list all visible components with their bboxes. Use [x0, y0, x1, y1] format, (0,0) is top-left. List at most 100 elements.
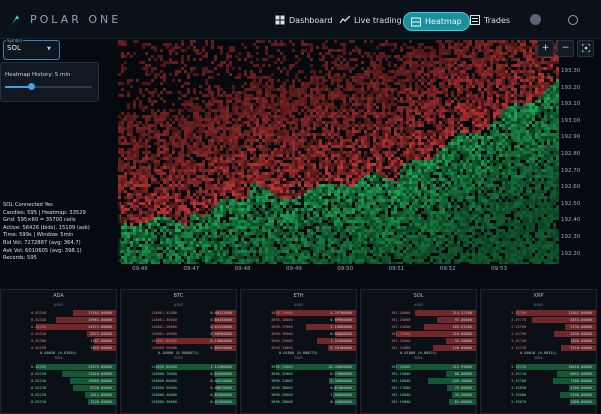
ask-cell [397, 166, 400, 169]
ask-cell [172, 151, 175, 154]
ask-cell [328, 49, 331, 52]
bid-cell [142, 253, 145, 256]
bid-cell [253, 190, 256, 193]
bid-cell [241, 199, 244, 202]
ask-cell [385, 166, 388, 169]
bid-cell [343, 220, 346, 223]
ask-cell [229, 154, 232, 157]
ask-cell [244, 73, 247, 76]
ask-cell [118, 169, 121, 172]
ask-cell [376, 160, 379, 163]
nav-trades[interactable]: Trades [470, 12, 510, 28]
bid-cell [337, 211, 340, 214]
bid-cell [352, 199, 355, 202]
nav-heatmap[interactable]: Heatmap [403, 12, 470, 31]
ask-cell [382, 145, 385, 148]
ask-cell [346, 109, 349, 112]
ask-cell [160, 97, 163, 100]
ask-cell [388, 70, 391, 73]
ask-cell [229, 61, 232, 64]
gear-icon[interactable] [568, 15, 578, 25]
bid-cell [394, 187, 397, 190]
bid-cell [337, 259, 340, 262]
bid-cell [331, 238, 334, 241]
ask-cell [340, 109, 343, 112]
ask-cell [298, 130, 301, 133]
ask-cell [307, 109, 310, 112]
ask-cell [397, 133, 400, 136]
ask-cell [280, 52, 283, 55]
ask-cell [220, 118, 223, 121]
ask-cell [154, 133, 157, 136]
bid-cell [388, 250, 391, 253]
ask-cell [160, 124, 163, 127]
heatmap-canvas[interactable] [118, 40, 559, 264]
bid-cell [394, 211, 397, 214]
ask-cell [169, 58, 172, 61]
bid-cell [289, 244, 292, 247]
ask-cell [307, 148, 310, 151]
ask-cell [187, 55, 190, 58]
bid-cell [319, 205, 322, 208]
bid-cell [334, 190, 337, 193]
ask-cell [172, 205, 175, 208]
ask-cell [232, 124, 235, 127]
ask-cell [391, 91, 394, 94]
bid-cell [355, 184, 358, 187]
ask-cell [400, 163, 403, 166]
bid-cell [358, 211, 361, 214]
ask-cell [196, 49, 199, 52]
bid-cell [307, 196, 310, 199]
ask-cell [163, 208, 166, 211]
ask-cell [181, 43, 184, 46]
ask-cell [313, 76, 316, 79]
bid-cell [184, 250, 187, 253]
bid-cell [403, 166, 406, 169]
ask-cell [274, 187, 277, 190]
ask-cell [133, 52, 136, 55]
ask-cell [247, 52, 250, 55]
ask-cell [211, 187, 214, 190]
ask-cell [379, 127, 382, 130]
ask-cell [310, 133, 313, 136]
bid-cell [241, 247, 244, 250]
bid-cell [358, 241, 361, 244]
bid-cell [280, 241, 283, 244]
ask-cell [208, 121, 211, 124]
bid-cell [403, 184, 406, 187]
bid-cell [124, 241, 127, 244]
bid-cell [241, 217, 244, 220]
bid-cell [178, 256, 181, 259]
bid-cell [214, 220, 217, 223]
ask-cell [208, 199, 211, 202]
ask-cell [298, 133, 301, 136]
bid-cell [160, 235, 163, 238]
ask-cell [325, 127, 328, 130]
bid-cell [256, 229, 259, 232]
ask-cell [130, 121, 133, 124]
nav-dashboard[interactable]: Dashboard [275, 12, 332, 28]
bid-cell [286, 220, 289, 223]
ask-cell [286, 91, 289, 94]
bid-cell [316, 217, 319, 220]
user-avatar-icon[interactable] [530, 14, 541, 25]
ask-cell [343, 49, 346, 52]
ask-cell [355, 91, 358, 94]
ask-cell [193, 163, 196, 166]
ask-cell [358, 145, 361, 148]
ask-cell [292, 82, 295, 85]
bid-cell [373, 199, 376, 202]
ask-cell [355, 106, 358, 109]
bid-cell [124, 229, 127, 232]
nav-live-trading[interactable]: Live trading [340, 12, 402, 28]
ask-cell [220, 100, 223, 103]
ask-cell [355, 169, 358, 172]
ask-cell [379, 121, 382, 124]
ask-cell [379, 64, 382, 67]
bid-cell [388, 190, 391, 193]
ask-cell [172, 46, 175, 49]
bid-cell [370, 208, 373, 211]
bid-cell [187, 262, 190, 264]
ask-cell [169, 202, 172, 205]
ask-cell [370, 106, 373, 109]
